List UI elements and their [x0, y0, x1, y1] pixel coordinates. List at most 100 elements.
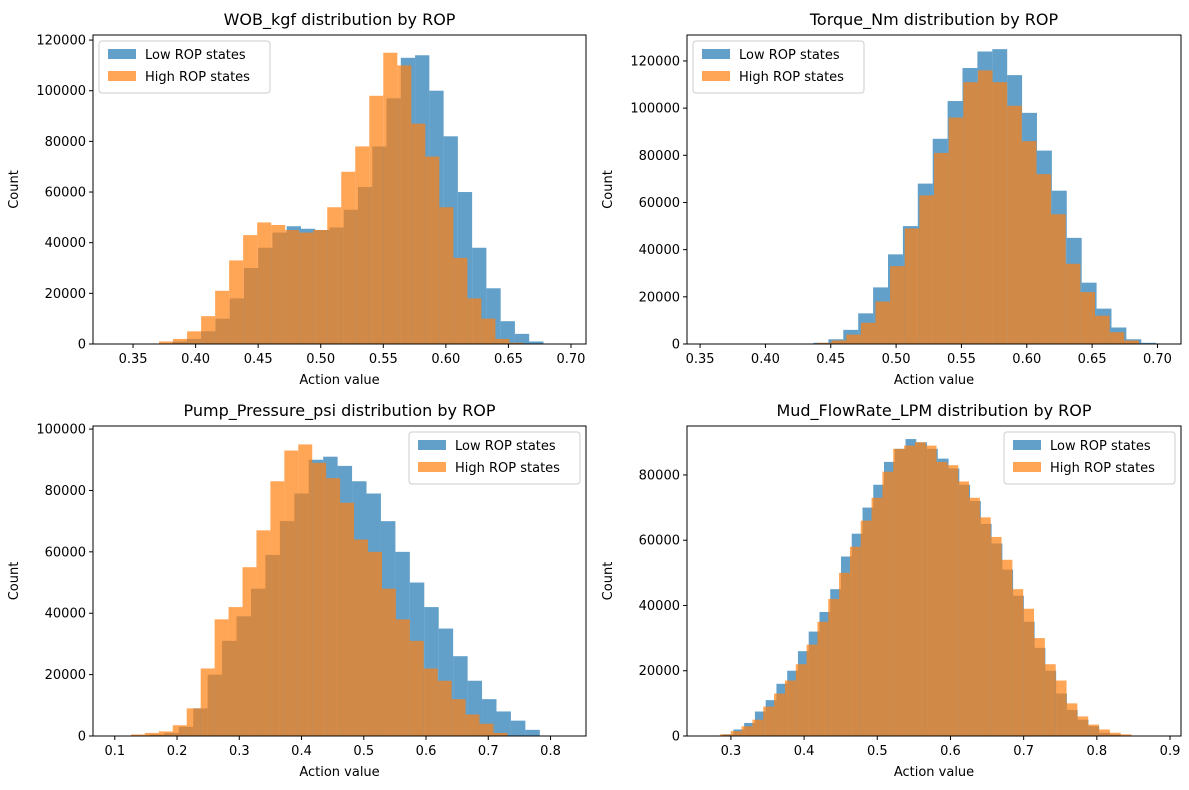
y-tick-label: 20000 — [639, 664, 680, 679]
high-rop-bar — [919, 195, 934, 344]
x-tick-label: 0.50 — [306, 352, 335, 367]
high-rop-bar — [1044, 664, 1056, 736]
bars — [159, 52, 544, 344]
high-rop-bar — [730, 731, 742, 736]
high-rop-bar — [312, 462, 327, 736]
high-rop-bar — [741, 726, 753, 736]
x-tick-label: 0.8 — [1086, 744, 1107, 759]
high-rop-bar — [256, 530, 271, 736]
high-rop-bar — [860, 520, 872, 736]
y-axis-label: Count — [7, 170, 22, 209]
legend-label: Low ROP states — [145, 48, 246, 63]
y-axis-label: Count — [601, 170, 616, 209]
high-rop-bar — [215, 290, 230, 344]
x-tick-label: 0.60 — [431, 352, 460, 367]
high-rop-bar — [284, 450, 299, 736]
high-rop-bar — [719, 734, 731, 736]
high-rop-bar — [495, 338, 510, 344]
y-tick-label: 80000 — [45, 484, 86, 499]
high-rop-bar — [914, 442, 926, 736]
high-rop-bar — [285, 230, 300, 344]
low-rop-bar — [514, 333, 530, 344]
x-tick-label: 0.35 — [119, 352, 148, 367]
high-rop-bar — [229, 260, 244, 344]
panel-title: WOB_kgf distribution by ROP — [224, 10, 456, 30]
legend-box — [1003, 431, 1176, 485]
bars — [813, 49, 1157, 344]
x-tick-label: 0.7 — [478, 744, 499, 759]
high-rop-bar — [828, 598, 840, 736]
high-rop-bar — [187, 331, 202, 344]
high-rop-bar — [355, 146, 370, 344]
y-tick-label: 60000 — [639, 196, 680, 211]
high-rop-bar — [257, 222, 272, 344]
legend-label: High ROP states — [455, 461, 560, 476]
y-axis-label: Count — [601, 562, 616, 601]
axes-frame — [686, 34, 1182, 345]
y-tick-label: 60000 — [639, 534, 680, 549]
x-tick-label: 0.7 — [1013, 744, 1034, 759]
high-rop-bar — [214, 619, 229, 736]
high-rop-bar — [159, 341, 174, 344]
x-tick-label: 0.1 — [104, 744, 125, 759]
high-rop-bar — [425, 156, 440, 344]
x-tick-label: 0.5 — [867, 744, 888, 759]
x-tick-label: 0.3 — [229, 744, 250, 759]
high-rop-bar — [1120, 734, 1132, 736]
high-rop-bar — [200, 668, 215, 736]
high-rop-bar — [806, 644, 818, 736]
high-rop-bar — [1077, 716, 1089, 736]
high-rop-bar — [395, 619, 410, 736]
high-rop-bar — [990, 536, 1002, 736]
high-rop-bar — [354, 539, 369, 736]
y-tick-label: 120000 — [36, 34, 86, 49]
high-rop-bar — [831, 340, 847, 344]
high-rop-bar — [904, 228, 920, 344]
high-rop-bar — [298, 444, 313, 736]
axes-frame — [92, 425, 587, 737]
low-rop-bar — [1141, 342, 1157, 344]
y-tick-label: 0 — [672, 730, 680, 745]
legend-label: High ROP states — [739, 70, 844, 85]
x-tick-label: 0.35 — [686, 352, 715, 367]
high-rop-bar — [409, 640, 424, 736]
x-tick-label: 0.50 — [882, 352, 911, 367]
high-rop-bar — [936, 461, 948, 736]
high-rop-bar — [1012, 589, 1024, 736]
y-tick-label: 20000 — [639, 290, 680, 305]
high-rop-bar — [925, 445, 937, 736]
high-rop-bar — [784, 680, 796, 736]
low-rop-bar — [525, 729, 540, 736]
high-rop-bar — [1109, 332, 1125, 344]
high-rop-bar — [1066, 703, 1078, 736]
high-rop-bar — [816, 342, 832, 344]
high-rop-bar — [242, 567, 257, 736]
high-rop-bar — [871, 497, 883, 736]
legend-label: Low ROP states — [1050, 439, 1151, 454]
x-tick-label: 0.3 — [721, 744, 742, 759]
high-rop-bar — [411, 123, 426, 344]
high-rop-bar — [437, 680, 452, 736]
high-rop-bar — [795, 664, 807, 736]
y-tick-label: 100000 — [36, 84, 86, 99]
high-rop-bar — [977, 70, 993, 344]
high-rop-bar — [979, 517, 991, 736]
high-rop-bar — [958, 481, 970, 736]
legend-swatch — [1013, 440, 1041, 450]
high-rop-bar — [465, 714, 480, 736]
high-rop-bar — [963, 82, 978, 344]
high-rop-bar — [383, 52, 398, 344]
high-rop-bar — [172, 725, 187, 736]
panel-wob: WOB_kgf distribution by ROP Action value… — [7, 10, 587, 388]
x-tick-label: 0.9 — [1160, 744, 1181, 759]
low-rop-bar — [510, 720, 526, 736]
high-rop-bar — [481, 318, 496, 344]
bars — [130, 444, 540, 736]
high-rop-bar — [846, 334, 861, 344]
high-rop-bar — [1080, 292, 1096, 344]
y-tick-label: 60000 — [45, 545, 86, 560]
y-tick-label: 20000 — [45, 287, 86, 302]
high-rop-bar — [1124, 340, 1139, 344]
x-tick-label: 0.45 — [244, 352, 273, 367]
legend-box — [98, 40, 271, 94]
